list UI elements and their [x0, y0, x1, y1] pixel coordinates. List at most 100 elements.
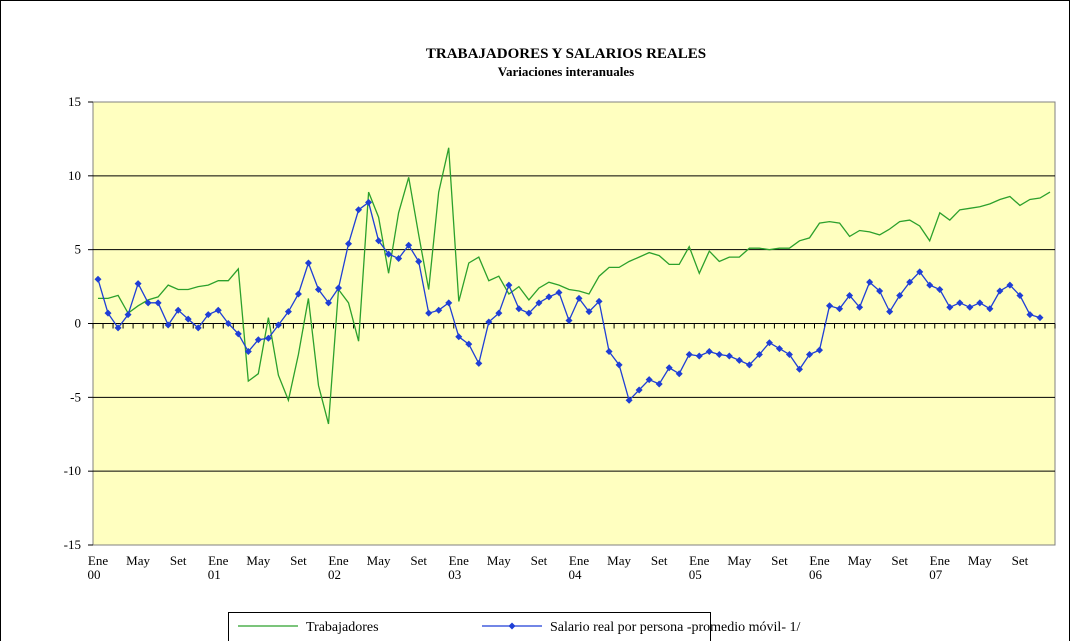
- point: [104, 309, 112, 317]
- point: [876, 287, 884, 295]
- point: [896, 291, 904, 299]
- point: [335, 284, 343, 292]
- point: [375, 237, 383, 245]
- point: [956, 299, 964, 307]
- point: [986, 305, 994, 313]
- point: [345, 240, 353, 248]
- point: [645, 376, 653, 384]
- point: [765, 339, 773, 347]
- point: [535, 299, 543, 307]
- x-tick-label: Ene 06: [809, 553, 830, 582]
- point: [475, 359, 483, 367]
- point: [615, 361, 623, 369]
- point: [1026, 311, 1034, 319]
- point: [525, 309, 533, 317]
- point: [505, 281, 513, 289]
- point: [775, 345, 783, 353]
- point: [304, 259, 312, 267]
- point: [595, 297, 603, 305]
- point: [936, 286, 944, 294]
- point: [284, 308, 292, 316]
- point: [1036, 314, 1044, 322]
- point: [435, 306, 443, 314]
- point: [515, 305, 523, 313]
- point: [455, 333, 463, 341]
- point: [826, 302, 834, 310]
- x-tick-label: Ene 00: [88, 553, 109, 582]
- point: [795, 365, 803, 373]
- point: [695, 352, 703, 360]
- point: [605, 348, 613, 356]
- point: [555, 288, 563, 296]
- y-tick-label: -10: [64, 463, 81, 478]
- point: [625, 396, 633, 404]
- x-tick-label: Set: [1012, 553, 1029, 568]
- point: [665, 364, 673, 372]
- point: [405, 241, 413, 249]
- point: [996, 287, 1004, 295]
- point: [916, 268, 924, 276]
- x-tick-label: Set: [651, 553, 668, 568]
- x-tick-label: Set: [410, 553, 427, 568]
- point: [785, 351, 793, 359]
- point: [395, 255, 403, 263]
- point: [575, 294, 583, 302]
- point: [1016, 291, 1024, 299]
- point: [224, 320, 232, 327]
- point: [805, 351, 813, 359]
- x-tick-label: May: [968, 553, 992, 568]
- point: [264, 334, 272, 342]
- point: [755, 351, 763, 359]
- point: [725, 352, 733, 360]
- point: [214, 306, 222, 314]
- x-tick-label: May: [246, 553, 270, 568]
- point: [204, 311, 212, 319]
- series-line: [98, 147, 1051, 425]
- x-tick-label: Ene 04: [569, 553, 590, 582]
- point: [886, 308, 894, 316]
- point: [324, 299, 332, 307]
- x-tick-label: Ene 07: [929, 553, 950, 582]
- point: [685, 351, 693, 359]
- point: [866, 278, 874, 286]
- point: [715, 351, 723, 359]
- point: [545, 293, 553, 301]
- point: [675, 370, 683, 378]
- point: [355, 206, 363, 214]
- point: [735, 356, 743, 364]
- legend-marker: [508, 622, 516, 630]
- x-tick-label: Set: [170, 553, 187, 568]
- point: [906, 278, 914, 286]
- point: [294, 290, 302, 298]
- point: [846, 291, 854, 299]
- x-tick-label: Set: [891, 553, 908, 568]
- y-tick-label: 5: [75, 242, 82, 257]
- point: [635, 386, 643, 394]
- x-tick-label: Set: [290, 553, 307, 568]
- point: [816, 346, 824, 354]
- x-tick-label: May: [487, 553, 511, 568]
- point: [485, 318, 493, 326]
- point: [655, 380, 663, 388]
- x-tick-label: Ene 03: [448, 553, 469, 582]
- point: [144, 299, 152, 307]
- point: [124, 311, 132, 319]
- x-tick-label: Set: [771, 553, 788, 568]
- point: [495, 309, 503, 317]
- point: [966, 303, 974, 311]
- point: [274, 321, 282, 329]
- x-tick-label: Ene 02: [328, 553, 349, 582]
- point: [856, 303, 864, 311]
- point: [445, 299, 453, 307]
- y-tick-label: -15: [64, 537, 81, 552]
- point: [836, 305, 844, 313]
- point: [314, 286, 322, 294]
- x-tick-label: Ene 01: [208, 553, 229, 582]
- point: [254, 336, 262, 344]
- point: [976, 299, 984, 307]
- point: [1006, 281, 1014, 289]
- x-tick-label: May: [727, 553, 751, 568]
- chart-title: TRABAJADORES Y SALARIOS REALES: [426, 46, 706, 62]
- point: [134, 280, 142, 288]
